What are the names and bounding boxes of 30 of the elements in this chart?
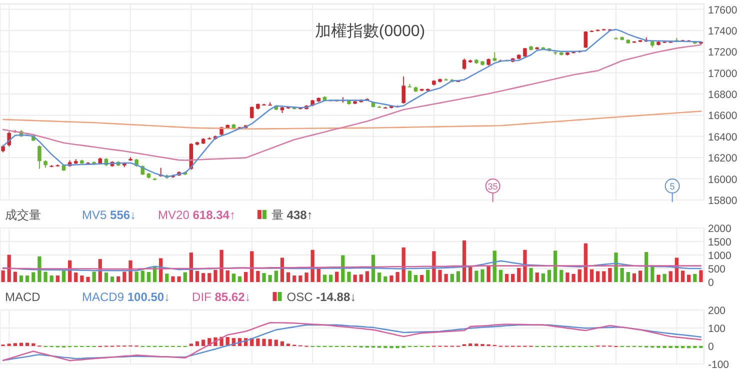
legend-label: OSC -14.88↓ [286,290,356,304]
y-tick-label: 16800 [708,89,738,102]
y-tick-label: 0 [708,277,714,289]
y-tick-label: 100 [708,323,726,335]
y-tick-label: 17000 [708,68,738,80]
text: 加權指數(0000) [314,22,426,40]
y-tick-label: 200 [708,305,726,317]
y-tick-label: 0 [708,341,714,353]
text: DIF 85.62↓ [192,290,251,304]
chart-title: 成交量 [5,208,41,222]
y-tick-label: 16600 [708,110,738,122]
text: MACD9 100.50↓ [82,290,170,304]
y-tick-label: 17400 [708,25,738,38]
y-tick-label: 2000 [708,223,732,235]
annotation: 5 [670,182,675,192]
y-tick-label: 16400 [708,131,738,144]
text: MV5 556↓ [82,208,136,222]
y-tick-label: 500 [708,264,726,276]
annotation: 35 [488,182,498,192]
y-tick-label: 1500 [708,236,732,248]
y-tick-label: 16000 [708,174,738,186]
text: MV20 618.34↑ [158,208,236,222]
y-tick-label: 1000 [708,250,732,262]
y-tick-label: 17600 [708,4,738,16]
chart-title: MACD [5,290,41,304]
y-tick-label: 17200 [708,46,738,59]
legend-label: 量 438↑ [271,208,313,222]
y-tick-label: 15800 [708,195,738,207]
y-tick-label: 16200 [708,152,738,165]
y-tick-label: -100 [708,359,730,371]
